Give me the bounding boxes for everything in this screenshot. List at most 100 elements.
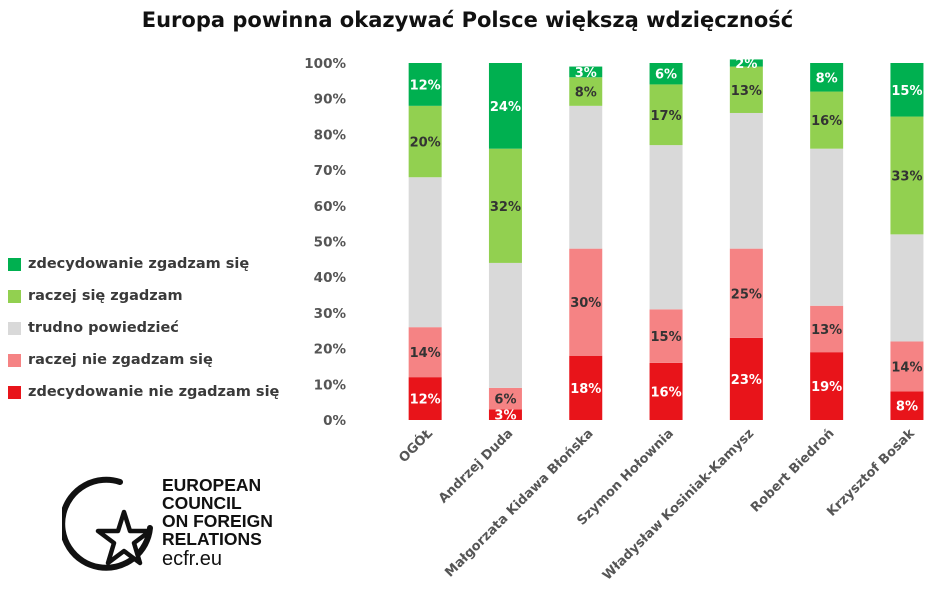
- data-label: 15%: [650, 330, 681, 345]
- bar-segment: [729, 66, 763, 113]
- legend-label: zdecydowanie nie zgadzam się: [28, 384, 280, 400]
- x-tick-label: Andrzej Duda: [436, 426, 516, 506]
- ecfr-logo: EUROPEAN COUNCIL ON FOREIGN RELATIONS ec…: [62, 468, 342, 578]
- data-label: 14%: [891, 360, 922, 375]
- x-tick-label: Krzysztof Bosak: [824, 426, 918, 520]
- x-tick-label: Robert Biedroń: [748, 426, 837, 515]
- data-label: 15%: [891, 84, 922, 99]
- legend-item-rather-disagree: raczej nie zgadzam się: [8, 344, 279, 376]
- bar-segment: [890, 63, 924, 117]
- bar-segment: [729, 59, 763, 67]
- data-label: 16%: [650, 385, 681, 400]
- legend-swatch: [8, 385, 21, 399]
- data-label: 18%: [570, 382, 601, 397]
- bar-segment: [729, 337, 763, 420]
- legend-item-strongly-disagree: zdecydowanie nie zgadzam się: [8, 376, 279, 408]
- bar-segment: [569, 248, 603, 356]
- bar-segment: [649, 84, 683, 146]
- data-label: 16%: [811, 114, 842, 129]
- bar-segment: [488, 409, 522, 420]
- bar-segment: [569, 77, 603, 106]
- bar-segment: [488, 63, 522, 149]
- data-label: 25%: [731, 287, 762, 302]
- data-label: 6%: [494, 393, 516, 408]
- y-tick-label: 10%: [314, 377, 347, 393]
- data-label: 20%: [410, 136, 441, 151]
- x-tick-label: Małgorzata Kidawa Błońska: [442, 426, 596, 580]
- data-label: 30%: [570, 296, 601, 311]
- y-tick-label: 40%: [314, 270, 347, 286]
- bar-segment: [810, 91, 844, 149]
- legend-swatch: [8, 321, 21, 335]
- bar-segment: [569, 66, 603, 78]
- bar-segment: [408, 377, 442, 420]
- y-tick-label: 90%: [314, 92, 347, 108]
- bar-segment: [649, 309, 683, 363]
- bar-segment: [729, 248, 763, 338]
- y-tick-label: 70%: [314, 163, 347, 179]
- x-tick-label: OGÓŁ: [396, 426, 436, 466]
- data-label: 2%: [735, 57, 757, 72]
- data-label: 6%: [655, 68, 677, 83]
- bar-segment: [488, 387, 522, 410]
- bar-segment: [890, 116, 924, 235]
- y-tick-label: 80%: [314, 127, 347, 143]
- data-label: 19%: [811, 380, 842, 395]
- y-tick-label: 0%: [323, 413, 346, 429]
- data-label: 12%: [410, 393, 441, 408]
- data-label: 8%: [896, 400, 918, 415]
- data-label: 17%: [650, 109, 681, 124]
- bar-segment: [810, 305, 844, 353]
- bar-segment: [729, 112, 763, 249]
- data-label: 33%: [891, 169, 922, 184]
- logo-line: COUNCIL: [162, 493, 242, 513]
- legend-label: zdecydowanie zgadzam się: [28, 256, 250, 272]
- data-label: 24%: [490, 100, 521, 115]
- bar-segment: [408, 177, 442, 328]
- legend-label: trudno powiedzieć: [28, 320, 179, 336]
- data-label: 13%: [811, 323, 842, 338]
- bar-segment: [890, 234, 924, 342]
- bar-segment: [810, 352, 844, 420]
- legend-swatch: [8, 289, 21, 303]
- bar-segment: [810, 63, 844, 92]
- legend-swatch: [8, 257, 21, 271]
- y-tick-label: 60%: [314, 199, 347, 215]
- legend-label: raczej się zgadzam: [28, 288, 183, 304]
- logo-line: EUROPEAN: [162, 475, 262, 495]
- logo-line: ON FOREIGN: [162, 511, 273, 531]
- bar-segment: [569, 105, 603, 249]
- bar-segment: [488, 262, 522, 388]
- data-label: 13%: [731, 84, 762, 99]
- bar-segment: [890, 391, 924, 420]
- legend-item-hard-to-say: trudno powiedzieć: [8, 312, 279, 344]
- bar-segment: [649, 362, 683, 420]
- bar-segment: [569, 355, 603, 420]
- bar-segment: [649, 63, 683, 85]
- y-tick-label: 30%: [314, 306, 347, 322]
- legend-swatch: [8, 353, 21, 367]
- logo-wordmark: EUROPEAN COUNCIL ON FOREIGN RELATIONS: [162, 476, 273, 548]
- y-tick-label: 20%: [314, 342, 347, 358]
- bar-segment: [649, 145, 683, 310]
- data-label: 8%: [816, 71, 838, 86]
- bar-segment: [890, 341, 924, 392]
- logo-line: RELATIONS: [162, 529, 262, 549]
- chart-title: Europa powinna okazywać Polsce większą w…: [141, 8, 794, 32]
- legend-item-strongly-agree: zdecydowanie zgadzam się: [8, 248, 279, 280]
- star-circle-icon: [62, 476, 153, 571]
- bar-segment: [810, 148, 844, 306]
- data-label: 3%: [494, 409, 516, 424]
- chart-legend: zdecydowanie zgadzam się raczej się zgad…: [8, 248, 279, 408]
- bar-segment: [408, 327, 442, 378]
- y-tick-label: 50%: [314, 235, 347, 251]
- data-label: 23%: [731, 373, 762, 388]
- y-tick-label: 100%: [304, 56, 346, 72]
- data-label: 32%: [490, 200, 521, 215]
- data-label: 14%: [410, 346, 441, 361]
- data-label: 8%: [575, 86, 597, 101]
- bar-segment: [408, 105, 442, 178]
- logo-url: ecfr.eu: [162, 548, 223, 570]
- data-label: 3%: [575, 66, 597, 81]
- bar-segment: [488, 148, 522, 263]
